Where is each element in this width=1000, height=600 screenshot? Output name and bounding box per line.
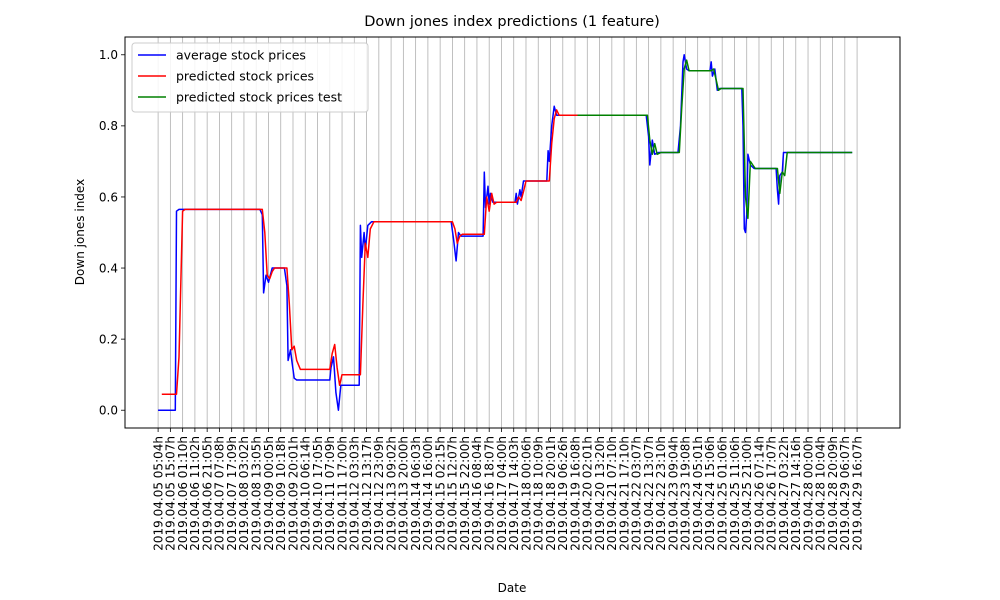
x-tick-label: 2019.04.09 00:05h <box>262 436 276 551</box>
x-tick-label: 2019.04.07 17:09h <box>225 436 239 551</box>
x-tick-label: 2019.04.14 16:00h <box>421 436 435 551</box>
series-line-3 <box>577 59 853 220</box>
y-axis: 0.0 0.2 0.4 0.6 0.8 1.0 <box>99 48 125 418</box>
x-tick-label: 2019.04.07 07:08h <box>213 436 227 551</box>
x-tick-label: 2019.04.05 05:04h <box>151 436 165 551</box>
x-tick-label: 2019.04.20 02:01h <box>581 436 595 551</box>
x-tick-label: 2019.04.28 10:04h <box>814 436 828 551</box>
x-tick-label: 2019.04.13 20:00h <box>397 436 411 551</box>
x-tick-label: 2019.04.19 16:08h <box>568 436 582 551</box>
legend-entry: predicted stock prices test <box>176 90 342 105</box>
x-tick-label: 2019.04.12 13:17h <box>360 436 374 551</box>
x-tick-label: 2019.04.25 11:06h <box>728 436 742 551</box>
x-tick-label: 2019.04.18 10:09h <box>532 436 546 551</box>
x-tick-label: 2019.04.10 06:14h <box>299 436 313 551</box>
x-tick-label: 2019.04.23 19:08h <box>679 436 693 551</box>
x-tick-label: 2019.04.10 17:05h <box>311 436 325 551</box>
x-tick-label: 2019.04.23 09:04h <box>666 436 680 551</box>
plot-frame <box>124 36 901 429</box>
x-tick-label: 2019.04.29 16:07h <box>850 436 864 551</box>
legend-entry: predicted stock prices <box>176 69 314 84</box>
x-tick-label: 2019.04.06 11:02h <box>188 436 202 551</box>
x-tick-label: 2019.04.28 20:09h <box>826 436 840 551</box>
x-tick-label: 2019.04.25 01:06h <box>715 436 729 551</box>
x-tick-label: 2019.04.16 18:07h <box>483 436 497 551</box>
x-tick-label: 2019.04.09 20:01h <box>286 436 300 551</box>
x-tick-label: 2019.04.21 17:10h <box>617 436 631 551</box>
y-tick-label: 0.8 <box>99 119 118 133</box>
x-tick-label: 2019.04.22 03:07h <box>630 436 644 551</box>
legend-box <box>131 42 369 113</box>
x-tick-label: 2019.04.09 10:18h <box>274 436 288 551</box>
x-tick-label: 2019.04.08 13:05h <box>250 436 264 551</box>
x-tick-label: 2019.04.24 15:06h <box>703 436 717 551</box>
x-tick-label: 2019.04.08 03:02h <box>237 436 251 551</box>
legend: average stock prices predicted stock pric… <box>131 42 369 113</box>
x-tick-label: 2019.04.11 17:00h <box>335 436 349 551</box>
x-tick-label: 2019.04.17 14:03h <box>507 436 521 551</box>
x-tick-label: 2019.04.19 06:26h <box>556 436 570 551</box>
x-tick-label: 2019.04.17 04:00h <box>495 436 509 551</box>
x-tick-label: 2019.04.06 01:10h <box>176 436 190 551</box>
x-tick-label: 2019.04.11 07:09h <box>323 436 337 551</box>
x-tick-label: 2019.04.22 13:07h <box>642 436 656 551</box>
x-tick-label: 2019.04.27 03:22h <box>777 436 791 551</box>
x-tick-label: 2019.04.21 07:10h <box>605 436 619 551</box>
x-tick-label: 2019.04.15 12:07h <box>446 436 460 551</box>
x-tick-label: 2019.04.16 08:04h <box>470 436 484 551</box>
x-tick-label: 2019.04.29 06:07h <box>838 436 852 551</box>
x-tick-label: 2019.04.28 00:00h <box>801 436 815 551</box>
y-tick-label: 0.4 <box>99 261 118 275</box>
x-tick-label: 2019.04.06 21:05h <box>200 436 214 551</box>
x-tick-label: 2019.04.05 15:07h <box>164 436 178 551</box>
x-tick-label: 2019.04.24 05:01h <box>691 436 705 551</box>
y-tick-label: 0.6 <box>99 190 118 204</box>
x-tick-label: 2019.04.25 21:00h <box>740 436 754 551</box>
series-lines <box>158 54 853 411</box>
chart-title: Down jones index predictions (1 feature) <box>364 14 660 30</box>
x-tick-label: 2019.04.13 09:02h <box>384 436 398 551</box>
x-tick-label: 2019.04.26 07:14h <box>752 436 766 551</box>
x-axis-label: Date <box>498 581 527 595</box>
x-tick-label: 2019.04.14 06:03h <box>409 436 423 551</box>
x-tick-label: 2019.04.12 03:03h <box>348 436 362 551</box>
y-axis-label: Down jones index <box>73 179 87 285</box>
series-line-2 <box>161 109 578 395</box>
x-tick-label: 2019.04.15 02:15h <box>433 436 447 551</box>
x-tick-label: 2019.04.26 17:07h <box>765 436 779 551</box>
x-tick-label: 2019.04.27 14:16h <box>789 436 803 551</box>
x-tick-label: 2019.04.15 22:00h <box>458 436 472 551</box>
y-tick-label: 1.0 <box>99 48 118 62</box>
y-tick-label: 0.2 <box>99 332 118 346</box>
x-tick-label: 2019.04.22 23:10h <box>654 436 668 551</box>
y-tick-label: 0.0 <box>99 404 118 418</box>
x-tick-label: 2019.04.18 20:01h <box>544 436 558 551</box>
x-tick-label: 2019.04.12 23:09h <box>372 436 386 551</box>
legend-entry: average stock prices <box>176 48 306 63</box>
x-tick-label: 2019.04.20 13:20h <box>593 436 607 551</box>
x-tick-label: 2019.04.18 00:06h <box>519 436 533 551</box>
